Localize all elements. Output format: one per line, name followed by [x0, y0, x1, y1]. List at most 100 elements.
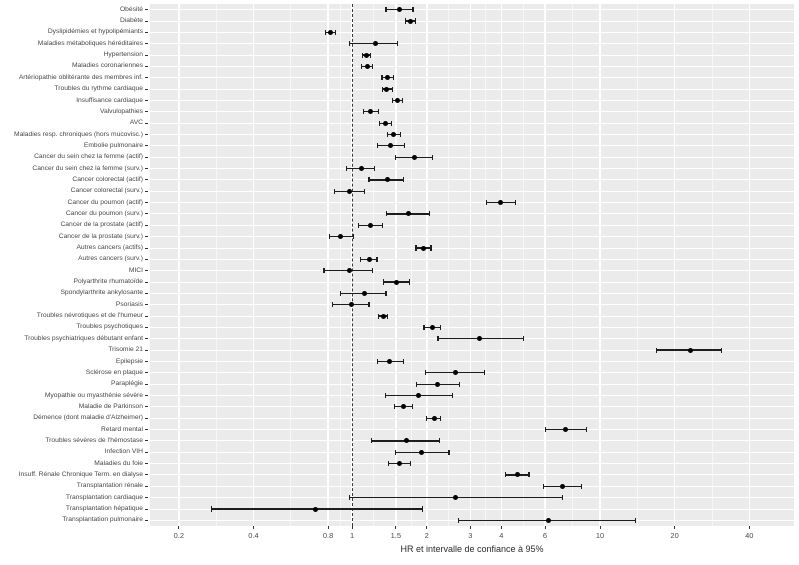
ci-cap	[409, 279, 411, 285]
x-tick	[178, 526, 180, 529]
ci-cap	[328, 234, 330, 240]
gridline-h	[150, 474, 794, 476]
point	[405, 211, 411, 217]
x-tick	[544, 526, 546, 529]
x-tick-label: 40	[745, 531, 754, 540]
ci-cap	[324, 29, 326, 35]
y-tick	[145, 168, 148, 169]
y-axis-label: Troubles psychiatriques débutant enfant	[24, 334, 143, 342]
x-tick	[469, 526, 471, 529]
x-tick-label: 0.2	[173, 531, 185, 540]
y-axis-label: Insuffisance cardiaque	[76, 96, 143, 104]
ci-cap	[376, 256, 378, 262]
y-tick	[145, 281, 148, 283]
y-tick	[145, 100, 148, 101]
gridline-h	[150, 270, 794, 272]
x-tick	[674, 526, 676, 529]
y-axis-label: Troubles sévères de l'hémostase	[45, 436, 143, 444]
y-axis-label: Cancer du poumon (actif)	[67, 198, 143, 206]
y-tick	[145, 508, 148, 510]
gridline-h	[150, 145, 794, 147]
ci-cap	[387, 131, 389, 138]
y-tick	[145, 9, 148, 11]
ci-cap	[394, 449, 396, 455]
ci-cap	[528, 472, 530, 478]
y-axis-label: Cancer colorectal (actif)	[72, 175, 143, 183]
ci-cap	[426, 415, 428, 421]
gridline-h	[150, 315, 794, 317]
gridline-h	[150, 54, 794, 56]
ci-cap	[381, 75, 383, 81]
y-tick	[145, 88, 148, 90]
ci-cap	[542, 483, 544, 489]
y-tick	[145, 247, 148, 249]
x-tick-label: 20	[670, 531, 679, 540]
y-tick	[145, 292, 148, 294]
gridline-h	[150, 88, 794, 90]
gridline-h	[150, 406, 794, 408]
ci-cap	[439, 438, 441, 444]
y-tick	[145, 202, 148, 204]
y-axis-label: Cancer de la prostate (actif)	[60, 221, 143, 229]
y-axis-label: Retard mental	[100, 425, 143, 433]
ci-cap	[386, 211, 388, 217]
ci-cap	[485, 200, 487, 206]
x-tick	[599, 526, 601, 529]
point	[452, 370, 458, 376]
gridline-h	[150, 440, 794, 442]
gridline-h	[150, 429, 794, 430]
x-tick	[748, 526, 750, 529]
ci-cap	[504, 472, 506, 478]
x-tick-label: 0.4	[248, 531, 259, 540]
ci-cap	[522, 336, 524, 342]
gridline-h	[150, 451, 794, 453]
point	[391, 132, 397, 137]
ci-cap	[359, 256, 361, 262]
ci-cap	[349, 41, 351, 47]
point	[435, 381, 440, 387]
ci-cap	[382, 86, 384, 92]
ci-cap	[382, 222, 384, 228]
gridline-v-major	[544, 4, 546, 526]
gridline-h	[150, 247, 794, 249]
point	[385, 75, 391, 81]
ci-cap	[385, 7, 387, 13]
ci-cap	[331, 302, 333, 308]
ci-cap	[655, 347, 658, 353]
point	[312, 506, 318, 512]
x-tick	[351, 526, 353, 529]
ci-cap	[357, 222, 359, 228]
gridline-v-minor	[215, 4, 217, 526]
point	[421, 245, 426, 251]
gridline-v-minor	[448, 4, 450, 526]
y-tick	[145, 304, 148, 306]
ci-cap	[373, 165, 375, 172]
ci-cap	[404, 18, 406, 24]
y-axis-label: Sclérose en plaque	[85, 368, 143, 376]
gridline-v-major	[673, 4, 676, 526]
y-tick	[145, 406, 148, 408]
gridline-h	[150, 9, 794, 11]
gridline-v-major	[252, 4, 255, 526]
x-tick	[253, 526, 254, 529]
ci-cap	[457, 517, 459, 523]
point	[416, 393, 422, 398]
ci-cap	[349, 495, 351, 501]
ci-cap	[428, 211, 430, 217]
ci-cap	[440, 415, 442, 421]
y-tick	[145, 179, 148, 181]
gridline-h	[150, 395, 794, 396]
point	[384, 86, 390, 92]
y-axis-label: Maladie de Parkinson	[78, 402, 143, 410]
y-tick	[145, 145, 148, 147]
y-axis-label: Embolie pulmonaire	[83, 141, 143, 149]
point	[394, 98, 400, 103]
ci-cap	[439, 324, 441, 330]
ci-cap	[368, 302, 370, 308]
point	[562, 427, 568, 432]
ci-cap	[416, 381, 418, 387]
y-tick	[145, 65, 148, 67]
point	[560, 483, 566, 489]
reference-line	[352, 4, 354, 526]
ci-cap	[515, 200, 517, 206]
